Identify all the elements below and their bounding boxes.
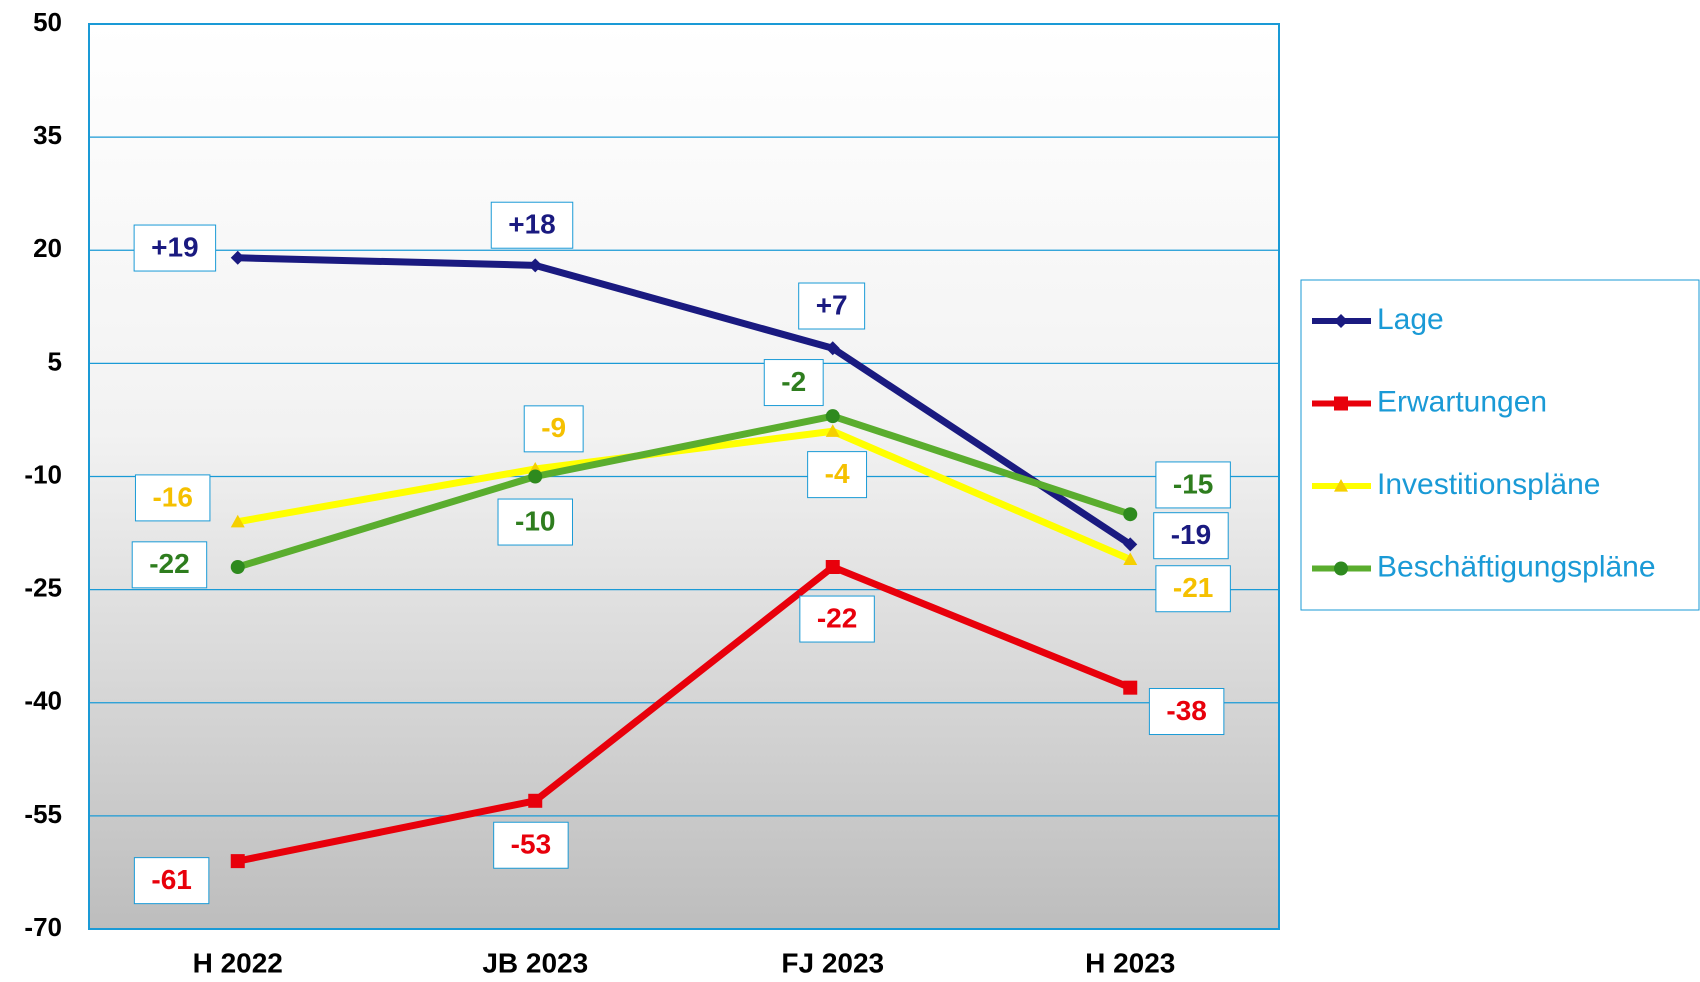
y-tick-label: -40 xyxy=(24,686,62,716)
data-label-box xyxy=(493,821,569,869)
data-label-box xyxy=(1155,565,1231,613)
y-tick-label: -25 xyxy=(24,573,62,603)
y-tick-label: 50 xyxy=(33,7,62,37)
data-label: -22 xyxy=(149,548,189,579)
x-tick-label: H 2022 xyxy=(193,947,283,978)
series-line xyxy=(236,412,1132,571)
legend-label: Beschäftigungspläne xyxy=(1377,550,1656,583)
marker xyxy=(1334,396,1348,411)
x-tick-label: H 2023 xyxy=(1085,947,1175,978)
series-line xyxy=(237,427,1132,563)
data-label: -21 xyxy=(1173,572,1213,603)
data-label-box xyxy=(1153,512,1229,560)
marker xyxy=(825,409,840,424)
marker xyxy=(230,250,245,265)
marker xyxy=(528,258,543,273)
marker xyxy=(825,560,840,574)
data-label-box xyxy=(490,201,574,249)
data-label: -53 xyxy=(511,829,551,860)
data-label-box xyxy=(807,451,868,499)
data-label-box xyxy=(1148,688,1225,736)
y-tick-label: 35 xyxy=(33,120,62,150)
data-label-box xyxy=(133,857,210,905)
x-tick-label: FJ 2023 xyxy=(781,947,884,978)
data-label-box xyxy=(799,595,875,643)
data-label: -61 xyxy=(151,864,191,895)
marker xyxy=(825,424,840,437)
data-label: -9 xyxy=(541,412,566,443)
marker xyxy=(1123,537,1138,552)
legend-label: Lage xyxy=(1377,303,1444,336)
data-label: -15 xyxy=(1173,468,1213,499)
data-label: -22 xyxy=(817,602,857,633)
marker xyxy=(230,854,245,869)
marker xyxy=(1123,552,1138,566)
y-tick-label: -10 xyxy=(24,459,62,489)
data-label: -38 xyxy=(1166,695,1206,726)
data-label-box xyxy=(497,498,573,546)
data-label: -2 xyxy=(781,366,806,397)
y-tick-label: -55 xyxy=(24,799,62,829)
y-tick-label: -70 xyxy=(24,912,62,942)
legend-label: Investitionspläne xyxy=(1377,468,1600,501)
marker xyxy=(1334,314,1348,328)
data-label-box xyxy=(133,224,217,272)
legend-box xyxy=(1300,279,1700,611)
data-label-box xyxy=(763,359,824,407)
y-tick-label: 5 xyxy=(48,346,62,376)
data-label: -19 xyxy=(1171,519,1211,550)
data-label: +18 xyxy=(508,209,556,240)
marker xyxy=(825,341,840,356)
series-line xyxy=(237,563,1132,865)
data-label-box xyxy=(1155,461,1231,509)
marker xyxy=(230,514,245,528)
data-label: -4 xyxy=(825,458,850,489)
data-label: +19 xyxy=(151,231,199,262)
data-label-box xyxy=(523,405,584,453)
marker xyxy=(1334,479,1348,492)
data-label-box xyxy=(134,474,211,522)
data-label-box xyxy=(798,282,866,330)
marker xyxy=(230,560,245,574)
marker xyxy=(528,469,543,484)
y-tick-label: 20 xyxy=(33,233,62,263)
marker xyxy=(1123,507,1138,522)
legend-label: Erwartungen xyxy=(1377,385,1547,418)
data-label: -10 xyxy=(515,505,555,536)
series-line xyxy=(237,254,1133,548)
x-tick-label: JB 2023 xyxy=(482,947,588,978)
marker xyxy=(1334,561,1348,576)
marker xyxy=(1123,680,1138,695)
data-label: -16 xyxy=(152,481,192,512)
marker xyxy=(528,793,543,808)
data-label-box xyxy=(131,541,208,589)
data-label: +7 xyxy=(816,289,848,320)
